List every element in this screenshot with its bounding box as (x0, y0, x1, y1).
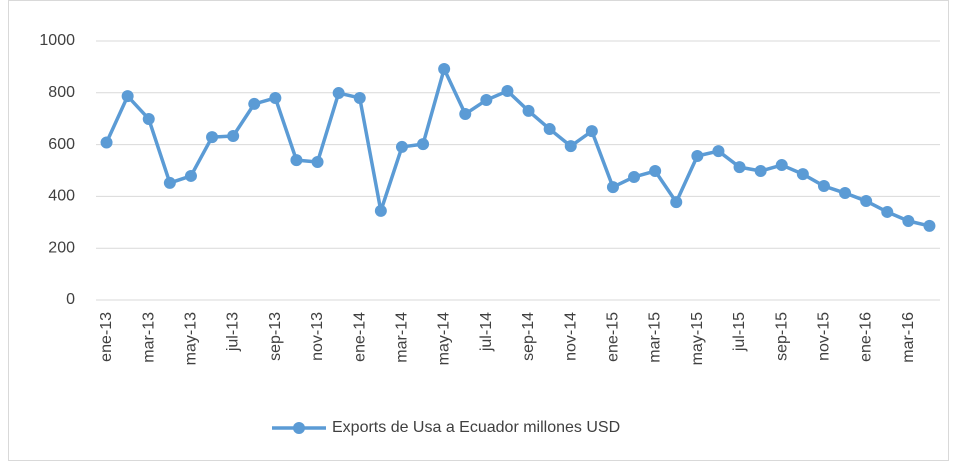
data-point (585, 125, 598, 138)
data-point (564, 140, 577, 153)
x-tick-label: mar-15 (647, 312, 664, 363)
legend-label: Exports de Usa a Ecuador millones USD (332, 419, 620, 436)
data-point (712, 145, 725, 158)
x-tick-label: jul-14 (478, 312, 495, 352)
data-point (881, 205, 894, 218)
x-tick-label: may-13 (182, 312, 199, 365)
data-point (311, 155, 324, 168)
data-point (227, 130, 240, 143)
legend-marker (293, 422, 305, 434)
x-tick-label: ene-14 (351, 312, 368, 362)
x-tick-label: nov-14 (562, 312, 579, 361)
y-tick-label: 600 (48, 136, 75, 153)
data-point (501, 84, 514, 97)
series-line (104, 67, 930, 228)
x-tick-label: ene-13 (98, 312, 115, 362)
x-tick-label: may-15 (689, 312, 706, 365)
x-tick-label: mar-14 (393, 312, 410, 363)
data-point (163, 176, 176, 189)
data-point (606, 181, 619, 194)
data-point (480, 94, 493, 107)
x-tick-label: sep-13 (267, 312, 284, 361)
x-tick-label: jul-15 (731, 312, 748, 352)
data-point (775, 159, 788, 172)
data-point (100, 136, 113, 149)
x-tick-label: nov-15 (815, 312, 832, 361)
data-point (353, 91, 366, 104)
data-point (438, 62, 451, 75)
x-tick-label: sep-14 (520, 312, 537, 361)
y-tick-label: 200 (48, 239, 75, 256)
x-tick-label: may-14 (436, 312, 453, 365)
x-tick-label: sep-15 (773, 312, 790, 361)
data-point (649, 165, 662, 178)
x-tick-label: ene-15 (604, 312, 621, 362)
data-point (121, 90, 134, 103)
data-point (332, 87, 345, 100)
y-tick-label: 800 (48, 84, 75, 101)
chart-border (8, 0, 949, 461)
x-tick-label: mar-16 (900, 312, 917, 363)
data-point (459, 108, 472, 121)
data-point (417, 138, 430, 151)
data-point (142, 112, 155, 125)
data-point (923, 219, 936, 232)
data-point (670, 196, 683, 209)
data-point (902, 215, 915, 228)
data-point (817, 180, 830, 193)
data-point (206, 131, 219, 144)
data-point (796, 168, 809, 181)
data-point (522, 104, 535, 117)
data-point (543, 123, 556, 136)
data-point (754, 165, 767, 178)
data-point (733, 161, 746, 174)
x-tick-label: nov-13 (309, 312, 326, 361)
x-tick-label: ene-16 (858, 312, 875, 362)
y-tick-label: 400 (48, 188, 75, 205)
x-tick-label: mar-13 (140, 312, 157, 363)
data-point (860, 195, 873, 208)
data-point (184, 169, 197, 182)
data-point (628, 170, 641, 183)
data-point (290, 154, 303, 167)
data-point (395, 140, 408, 153)
x-tick-label: jul-13 (225, 312, 242, 352)
data-point (248, 97, 261, 110)
y-tick-label: 0 (66, 291, 75, 308)
data-point (269, 91, 282, 104)
data-point (691, 149, 704, 162)
y-tick-label: 1000 (39, 32, 75, 49)
data-point (374, 204, 387, 217)
data-point (839, 187, 852, 200)
